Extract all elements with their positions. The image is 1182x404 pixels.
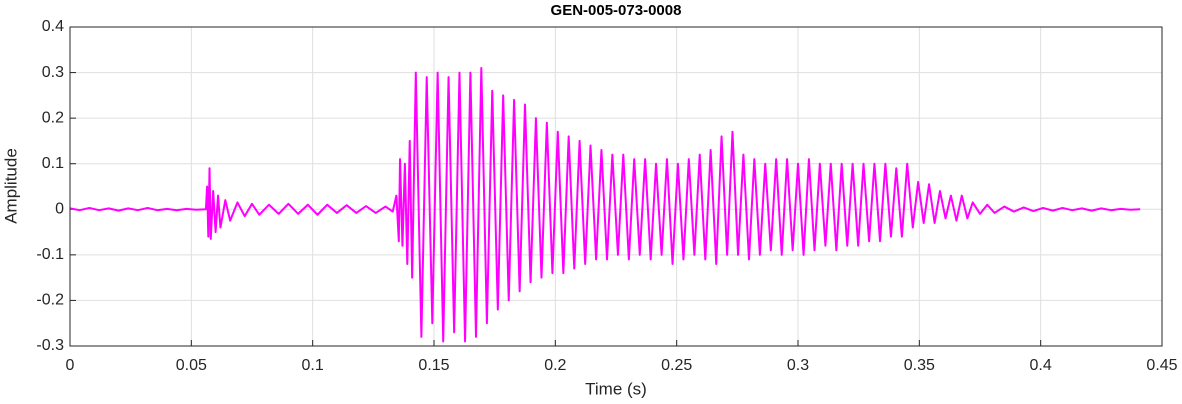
y-tick-label: -0.1	[36, 246, 64, 263]
y-tick-label: 0.4	[42, 18, 64, 35]
y-axis-label: Amplitude	[1, 148, 20, 224]
y-tick-label: 0.2	[42, 109, 64, 126]
x-tick-label: 0.15	[418, 357, 449, 374]
y-tick-label: 0.3	[42, 64, 64, 81]
x-tick-label: 0	[66, 357, 75, 374]
x-tick-label: 0.25	[661, 357, 692, 374]
y-tick-label: 0.1	[42, 155, 64, 172]
y-tick-label: 0	[55, 201, 64, 218]
x-tick-label: 0.2	[544, 357, 566, 374]
x-tick-label: 0.4	[1030, 357, 1052, 374]
x-tick-label: 0.05	[176, 357, 207, 374]
x-tick-label: 0.45	[1146, 357, 1177, 374]
axes-frame	[69, 26, 1163, 347]
chart-title: GEN-005-073-0008	[551, 2, 682, 19]
x-tick-label: 0.1	[302, 357, 324, 374]
x-tick-label: 0.35	[904, 357, 935, 374]
y-tick-label: -0.2	[36, 292, 64, 309]
y-tick-label: -0.3	[36, 337, 64, 354]
x-axis-label: Time (s)	[585, 379, 647, 398]
waveform	[69, 67, 1141, 343]
x-tick-label: 0.3	[787, 357, 809, 374]
